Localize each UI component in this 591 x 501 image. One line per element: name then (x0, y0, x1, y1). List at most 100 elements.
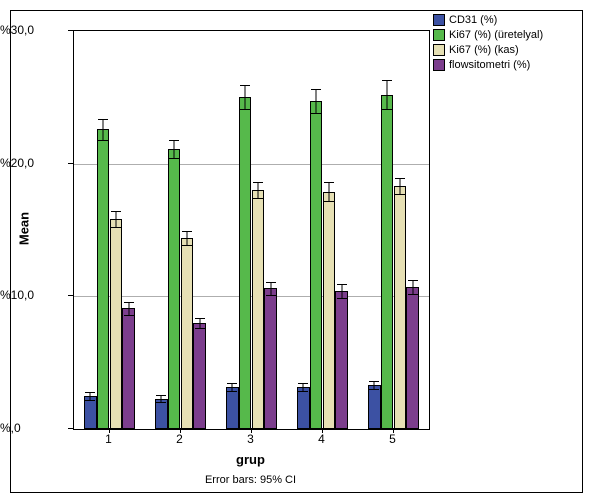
error-bar (399, 178, 400, 194)
error-bar (257, 182, 258, 198)
error-bar (161, 395, 162, 403)
error-cap (98, 119, 108, 120)
bar (193, 323, 206, 429)
error-cap (337, 284, 347, 285)
error-cap (337, 298, 347, 299)
legend: CD31 (%) Ki67 (%) (üretelyal) Ki67 (%) (ka… (433, 13, 543, 73)
bar (110, 219, 123, 429)
error-bar (90, 392, 91, 400)
error-cap (408, 280, 418, 281)
error-cap (156, 395, 166, 396)
bar (226, 387, 239, 429)
error-cap (311, 113, 321, 114)
error-cap (324, 182, 334, 183)
error-cap (240, 109, 250, 110)
x-tick-label: 5 (389, 432, 396, 446)
error-bar (412, 280, 413, 293)
error-cap (111, 211, 121, 212)
legend-swatch (433, 14, 445, 26)
bar (297, 387, 310, 429)
error-cap (253, 198, 263, 199)
y-axis-title: Mean (17, 209, 32, 249)
error-cap (298, 391, 308, 392)
bar (264, 288, 277, 429)
x-tick-label: 1 (105, 432, 112, 446)
error-cap (85, 392, 95, 393)
error-bar (245, 85, 246, 109)
plot-area (73, 30, 430, 430)
error-cap (369, 389, 379, 390)
legend-item: Ki67 (%) (üretelyal) (433, 28, 543, 42)
legend-item: Ki67 (%) (kas) (433, 43, 543, 57)
y-tick-mark (68, 30, 73, 31)
bar (335, 291, 348, 429)
y-tick-mark (68, 428, 73, 429)
bar (239, 97, 252, 429)
legend-swatch (433, 44, 445, 56)
bar (84, 396, 97, 429)
error-bar (186, 231, 187, 244)
error-cap (369, 381, 379, 382)
bar (323, 192, 336, 429)
error-bar (341, 284, 342, 297)
error-cap (382, 80, 392, 81)
error-cap (324, 201, 334, 202)
bar (181, 238, 194, 429)
y-tick-mark (68, 295, 73, 296)
y-tick-mark (68, 163, 73, 164)
error-bar (199, 318, 200, 329)
error-bar (316, 89, 317, 113)
x-tick-label: 3 (247, 432, 254, 446)
error-cap (253, 182, 263, 183)
error-bar (270, 282, 271, 295)
bar (394, 186, 407, 429)
bar (381, 95, 394, 429)
error-cap (182, 231, 192, 232)
error-cap (408, 294, 418, 295)
x-tick-label: 4 (318, 432, 325, 446)
error-cap (382, 109, 392, 110)
error-cap (124, 315, 134, 316)
legend-item: flowsitometri (%) (433, 58, 543, 72)
x-tick-label: 2 (176, 432, 183, 446)
error-cap (195, 318, 205, 319)
y-tick-label: %20,0 (0, 156, 65, 170)
error-cap (266, 282, 276, 283)
legend-label: Ki67 (%) (kas) (449, 44, 519, 56)
legend-item: CD31 (%) (433, 13, 543, 27)
error-cap (395, 194, 405, 195)
error-cap (195, 328, 205, 329)
error-cap (395, 178, 405, 179)
error-cap (182, 245, 192, 246)
legend-label: flowsitometri (%) (449, 59, 530, 71)
error-bar (128, 302, 129, 315)
error-cap (124, 302, 134, 303)
error-cap (266, 295, 276, 296)
error-bar (374, 381, 375, 389)
y-tick-label: %30,0 (0, 23, 65, 37)
error-bar (174, 140, 175, 159)
error-cap (311, 89, 321, 90)
error-bar (328, 182, 329, 201)
error-bar (303, 383, 304, 391)
error-cap (227, 383, 237, 384)
gridline (74, 164, 429, 165)
error-cap (98, 140, 108, 141)
error-bar (387, 80, 388, 109)
error-cap (85, 400, 95, 401)
x-axis-title: grup (73, 452, 428, 467)
error-cap (156, 402, 166, 403)
chart-caption: Error bars: 95% CI (73, 474, 428, 486)
error-cap (298, 383, 308, 384)
bar (97, 129, 110, 429)
bar (406, 287, 419, 429)
bar (310, 101, 323, 429)
y-tick-label: %10,0 (0, 288, 65, 302)
legend-swatch (433, 59, 445, 71)
error-cap (240, 85, 250, 86)
error-bar (103, 119, 104, 140)
error-bar (115, 211, 116, 227)
bar (122, 308, 135, 429)
y-tick-label: %,0 (0, 421, 65, 435)
legend-label: CD31 (%) (449, 14, 497, 26)
